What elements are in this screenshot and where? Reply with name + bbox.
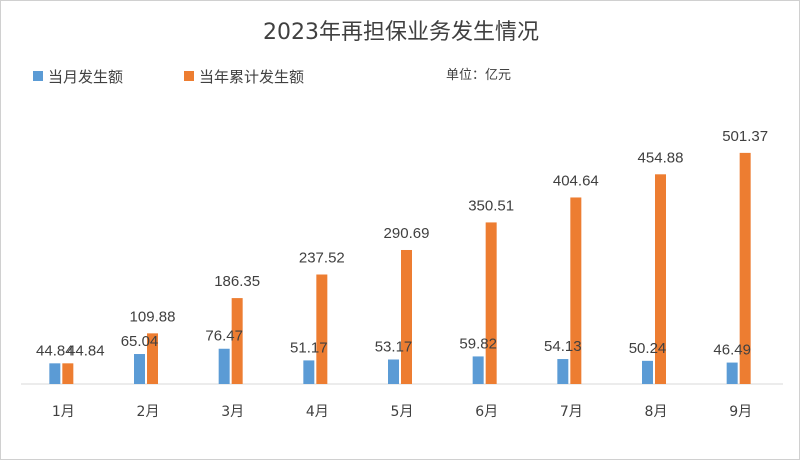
chart-title: 2023年再担保业务发生情况 (263, 20, 539, 45)
data-label-monthly: 51.17 (290, 339, 328, 356)
data-label-monthly: 59.82 (459, 335, 497, 352)
legend-label-cumulative: 当年累计发生额 (199, 68, 304, 86)
x-tick-label: 1月 (52, 404, 75, 420)
bar-monthly (134, 354, 145, 384)
unit-note: 单位：亿元 (446, 68, 511, 83)
bar-monthly (472, 356, 484, 384)
data-label-monthly: 46.49 (713, 342, 751, 359)
data-label-monthly: 76.47 (205, 328, 243, 345)
bar-monthly (726, 362, 738, 384)
data-label-cumulative: 501.37 (722, 128, 768, 145)
legend: 当月发生额 当年累计发生额 (33, 68, 304, 86)
data-label-monthly: 44.84 (36, 342, 74, 359)
data-label-monthly: 65.04 (121, 333, 159, 350)
data-label-cumulative: 350.51 (468, 197, 514, 214)
legend-swatch-cumulative (184, 71, 194, 81)
bar-cumulative (147, 333, 158, 384)
x-tick-label: 3月 (221, 404, 244, 420)
bar-cumulative (231, 298, 243, 384)
data-label-cumulative: 404.64 (553, 172, 599, 189)
bar-monthly (218, 348, 230, 384)
bar-monthly (642, 360, 653, 384)
data-label-monthly: 54.13 (544, 338, 582, 355)
data-label-cumulative: 44.84 (67, 342, 105, 359)
data-label-cumulative: 454.88 (638, 149, 684, 166)
bar-cumulative (485, 222, 497, 384)
data-label-monthly: 50.24 (629, 340, 667, 357)
bar-cumulative (316, 274, 328, 384)
bar-monthly (388, 359, 399, 384)
bar-monthly (557, 359, 569, 384)
bar-cumulative (739, 152, 751, 384)
bar-cumulative (401, 249, 412, 384)
bar-cumulative (62, 363, 74, 384)
x-tick-label: 7月 (560, 404, 583, 420)
bar-cumulative (655, 174, 666, 384)
x-tick-label: 9月 (729, 404, 752, 420)
bar-monthly (49, 363, 61, 384)
legend-label-monthly: 当月发生额 (48, 68, 123, 86)
x-tick-label: 4月 (306, 404, 329, 420)
x-tick-label: 6月 (475, 404, 498, 420)
x-tick-label: 2月 (137, 404, 160, 420)
x-tick-label: 5月 (391, 404, 414, 420)
bar-cumulative (570, 197, 582, 384)
data-label-cumulative: 186.35 (214, 273, 260, 290)
data-label-cumulative: 109.88 (130, 308, 176, 325)
data-label-cumulative: 290.69 (384, 225, 430, 242)
x-tick-label: 8月 (645, 404, 668, 420)
data-label-cumulative: 237.52 (299, 250, 345, 267)
legend-swatch-monthly (33, 71, 43, 81)
data-label-monthly: 53.17 (375, 338, 413, 355)
bar-monthly (303, 360, 315, 384)
